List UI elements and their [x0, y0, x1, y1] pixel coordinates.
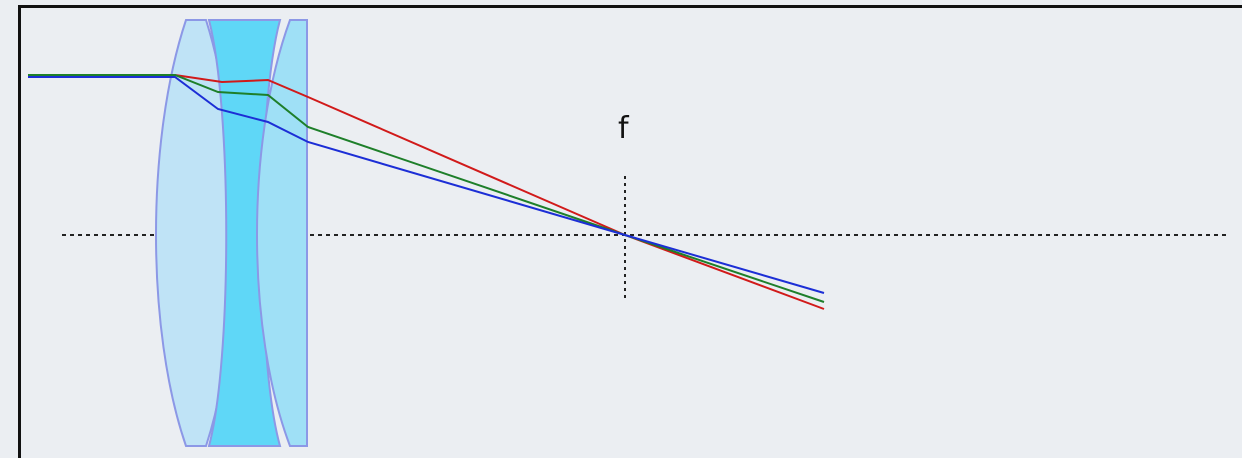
ray-green: [28, 74, 825, 303]
ray-red: [28, 74, 825, 310]
focal-label: f: [618, 111, 629, 146]
ray-blue: [28, 76, 825, 294]
